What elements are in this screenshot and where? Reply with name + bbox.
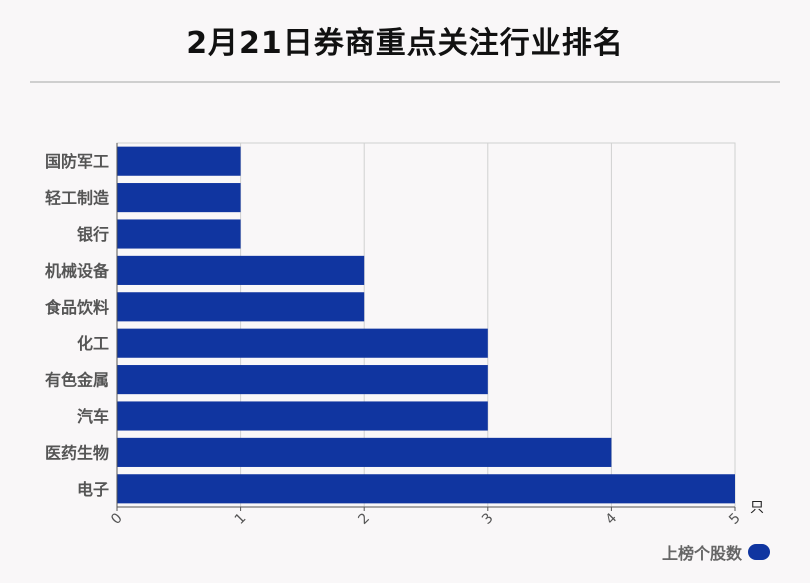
- chart-title: 2月21日券商重点关注行业排名: [186, 26, 624, 61]
- title-divider: [30, 81, 780, 83]
- bar-8: [117, 401, 488, 431]
- category-label: 医药生物: [45, 443, 109, 462]
- x-tick-label: 4: [603, 510, 621, 528]
- x-tick-label: 0: [108, 510, 126, 528]
- legend[interactable]: 上榜个股数: [662, 540, 770, 564]
- legend-label: 上榜个股数: [661, 544, 742, 563]
- bar-3: [117, 219, 241, 249]
- bar-2: [117, 183, 241, 213]
- x-tick-label: 5: [726, 510, 744, 528]
- category-label: 银行: [77, 225, 109, 244]
- bar-9: [117, 437, 612, 467]
- x-tick-label: 2: [355, 510, 373, 528]
- x-tick-label: 3: [479, 510, 497, 528]
- bar-1: [117, 146, 241, 176]
- category-label: 汽车: [77, 407, 109, 426]
- category-label: 电子: [77, 480, 109, 499]
- x-unit-label: 只: [750, 500, 764, 516]
- category-label: 国防军工: [45, 152, 109, 171]
- category-label: 有色金属: [45, 371, 109, 390]
- legend-swatch: [748, 544, 770, 560]
- bar-10: [117, 474, 735, 504]
- bar-4: [117, 255, 365, 285]
- category-label: 食品饮料: [44, 298, 109, 317]
- x-tick-label: 1: [232, 510, 250, 528]
- category-label: 机械设备: [45, 261, 110, 280]
- bar-5: [117, 292, 365, 322]
- bar-7: [117, 365, 488, 395]
- category-label: 化工: [77, 334, 109, 353]
- category-label: 轻工制造: [45, 189, 110, 208]
- bar-6: [117, 328, 488, 358]
